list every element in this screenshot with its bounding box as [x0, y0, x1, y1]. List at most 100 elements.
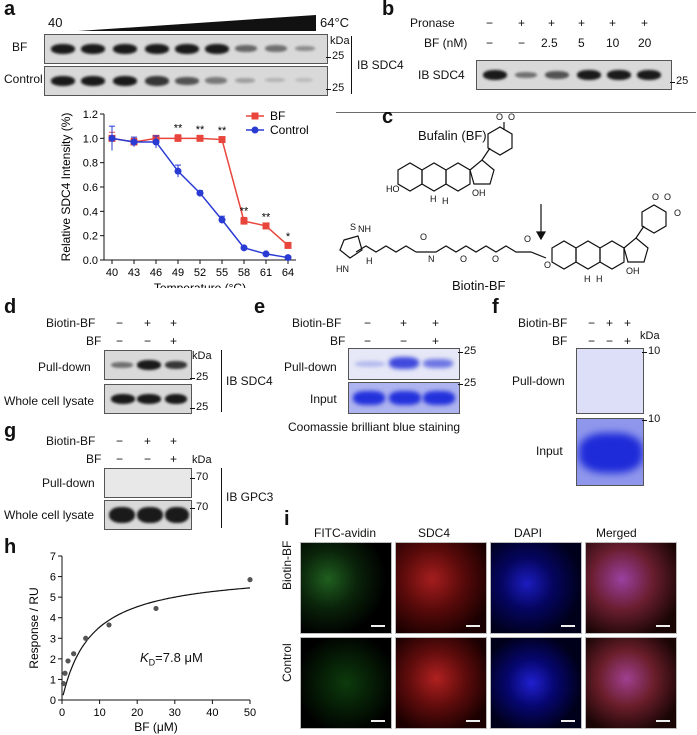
- micrograph-biotin-dapi: [490, 542, 582, 634]
- row-label-pronase: Pronase: [410, 16, 455, 30]
- data-point-square: [196, 134, 204, 142]
- atom-label: H: [442, 196, 449, 206]
- data-point: [60, 680, 67, 687]
- kd-subscript: D: [148, 657, 156, 668]
- row-label-bf-nm: BF (nM): [424, 36, 468, 50]
- bf-value: 20: [638, 36, 652, 50]
- bf-value: +: [624, 334, 632, 348]
- kda-label-g: kDa: [192, 454, 212, 466]
- blot-a-control: [44, 66, 328, 96]
- marker-tick: [642, 352, 647, 353]
- marker-g: 70: [196, 471, 209, 483]
- x-tick-label: 10: [93, 707, 105, 719]
- bf-value: −: [364, 334, 372, 348]
- bf-value: −: [606, 334, 614, 348]
- blot-row-label: Input: [310, 392, 337, 406]
- marker-e: 25: [464, 345, 477, 357]
- data-point-circle: [108, 134, 116, 142]
- bf-value: −: [486, 36, 494, 50]
- y-tick-label: 1.2: [83, 109, 98, 121]
- bf-value: −: [116, 334, 124, 348]
- atom-label: OH: [626, 266, 640, 276]
- atom-label: NH: [358, 224, 371, 234]
- ib-label-a: IB SDC4: [357, 58, 404, 72]
- data-point-square: [174, 134, 182, 142]
- data-point-circle: [284, 254, 292, 262]
- kd-value: =7.8 μM: [155, 650, 203, 665]
- x-axis-title: BF (μM): [134, 720, 178, 734]
- atom-label: O: [496, 112, 503, 122]
- data-point-circle: [240, 244, 248, 252]
- column-label: FITC-avidin: [314, 526, 377, 540]
- y-tick-label: 0.4: [83, 206, 98, 218]
- bf-value: −: [116, 452, 124, 466]
- micrograph-control-dapi: [490, 637, 582, 729]
- x-tick-label: 20: [131, 707, 143, 719]
- x-tick-label: 55: [216, 267, 228, 279]
- blot-row-label: Whole cell lysate: [4, 394, 95, 408]
- line-chart-thermal-shift: 0.0 0.2 0.4 0.6 0.8 1.0 1.2 40 43 46 49 52 55 58 61 64 T…: [59, 109, 309, 288]
- chemical-structures: O O HO H H OH O O HN NH H N O O O S O H …: [336, 112, 696, 284]
- significance-marker: **: [174, 123, 183, 135]
- x-tick-label: 61: [260, 267, 272, 279]
- bf-value: 5: [578, 36, 585, 50]
- biotin-value: +: [144, 316, 152, 330]
- pronase-value: −: [486, 16, 494, 30]
- row-label-biotin-bf: Biotin-BF: [46, 434, 96, 448]
- data-point: [62, 670, 68, 676]
- micrograph-biotin-merged: [585, 542, 677, 634]
- panel-label-i: i: [284, 508, 290, 530]
- marker-e: 25: [464, 377, 477, 389]
- y-tick-label: 0: [50, 695, 56, 707]
- atom-label: H: [584, 274, 591, 284]
- gel-e-pulldown: [348, 348, 460, 380]
- blot-row-label: Pull-down: [38, 360, 91, 374]
- atom-label: H: [596, 274, 603, 284]
- blot-b: [476, 60, 672, 90]
- bufalin-name: Bufalin (BF): [418, 128, 487, 143]
- y-tick-label: 0.2: [83, 231, 98, 243]
- ib-label-g: IB GPC3: [226, 490, 274, 504]
- biotin-value: +: [432, 316, 440, 330]
- marker-f: 10: [648, 413, 661, 425]
- row-label-i: Biotin-BF: [280, 541, 294, 590]
- marker-tick: [190, 408, 195, 409]
- micrograph-control-merged: [585, 637, 677, 729]
- y-tick-label: 4: [50, 613, 56, 625]
- blot-row-label: Whole cell lysate: [4, 508, 95, 522]
- bf-value: −: [400, 334, 408, 348]
- gel-f-pulldown: [576, 348, 644, 414]
- biotin-value: +: [606, 316, 614, 330]
- blot-row-label-bf: BF: [12, 40, 28, 54]
- x-tick-label: 64: [282, 267, 294, 279]
- kda-label-a: kDa: [330, 35, 350, 47]
- fit-curve: [62, 587, 251, 696]
- biotin-value: +: [400, 316, 408, 330]
- kda-label-d: kDa: [192, 350, 212, 362]
- data-point-square: [262, 222, 270, 230]
- blot-d-lysate: [104, 384, 192, 414]
- y-tick-label: 0.0: [83, 255, 98, 267]
- y-axis-title: Relative SDC4 Intensity (%): [59, 113, 73, 262]
- atom-label: O: [652, 192, 659, 202]
- data-point-circle: [152, 138, 160, 146]
- atom-label: O: [460, 254, 467, 264]
- y-axis-title: Response / RU: [27, 587, 41, 668]
- x-tick-label: 58: [238, 267, 250, 279]
- data-point: [247, 577, 253, 583]
- temp-start-label: 40: [48, 15, 63, 30]
- bf-value: +: [170, 334, 178, 348]
- x-tick-label: 30: [169, 707, 181, 719]
- significance-marker: **: [196, 124, 205, 136]
- micrograph-control-sdc4: [395, 637, 487, 729]
- bf-value: −: [588, 334, 596, 348]
- row-label-biotin-bf: Biotin-BF: [46, 316, 96, 330]
- legend-marker: [251, 126, 259, 134]
- atom-label: O: [544, 260, 551, 270]
- biotin-value: +: [170, 434, 178, 448]
- bf-value: 2.5: [541, 36, 558, 50]
- y-tick-label: 5: [50, 592, 56, 604]
- y-tick-label: 2: [50, 654, 56, 666]
- atom-label: HN: [336, 264, 349, 274]
- bf-value: −: [518, 36, 526, 50]
